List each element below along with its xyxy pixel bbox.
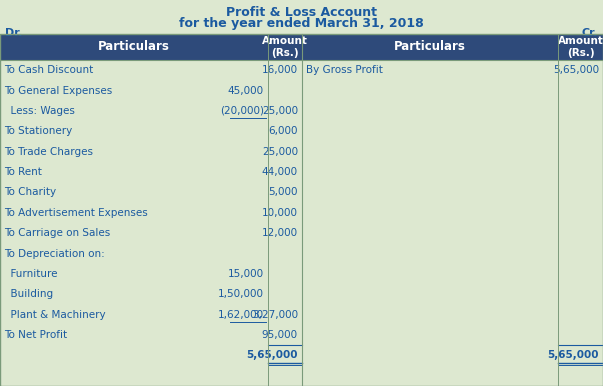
- Text: To Trade Charges: To Trade Charges: [4, 147, 93, 157]
- Text: To Net Profit: To Net Profit: [4, 330, 67, 340]
- Text: Building: Building: [4, 290, 53, 299]
- Text: To Rent: To Rent: [4, 167, 42, 177]
- Text: Cr.: Cr.: [582, 28, 598, 38]
- Text: Profit & Loss Account: Profit & Loss Account: [226, 6, 377, 19]
- Text: 95,000: 95,000: [262, 330, 298, 340]
- Text: To Cash Discount: To Cash Discount: [4, 65, 93, 75]
- Text: 6,000: 6,000: [268, 126, 298, 136]
- Text: 3,27,000: 3,27,000: [252, 310, 298, 320]
- Bar: [0, 34, 603, 60]
- Text: Particulars: Particulars: [394, 41, 466, 54]
- Text: 5,65,000: 5,65,000: [247, 350, 298, 361]
- Text: 16,000: 16,000: [262, 65, 298, 75]
- Text: 25,000: 25,000: [262, 147, 298, 157]
- Text: To General Expenses: To General Expenses: [4, 86, 112, 96]
- Text: By Gross Profit: By Gross Profit: [306, 65, 383, 75]
- Text: for the year ended March 31, 2018: for the year ended March 31, 2018: [179, 17, 424, 30]
- Text: Particulars: Particulars: [98, 41, 170, 54]
- Text: 5,65,000: 5,65,000: [548, 350, 599, 361]
- Text: To Advertisement Expenses: To Advertisement Expenses: [4, 208, 148, 218]
- Text: Less: Wages: Less: Wages: [4, 106, 75, 116]
- Text: To Depreciation on:: To Depreciation on:: [4, 249, 105, 259]
- Text: Furniture: Furniture: [4, 269, 57, 279]
- Text: 1,62,000: 1,62,000: [218, 310, 264, 320]
- Text: (20,000): (20,000): [220, 106, 264, 116]
- Text: 15,000: 15,000: [228, 269, 264, 279]
- Text: 25,000: 25,000: [262, 106, 298, 116]
- Text: To Carriage on Sales: To Carriage on Sales: [4, 228, 110, 238]
- Bar: [0, 60, 603, 386]
- Text: Dr.: Dr.: [5, 28, 22, 38]
- Text: 1,50,000: 1,50,000: [218, 290, 264, 299]
- Text: 44,000: 44,000: [262, 167, 298, 177]
- Text: Amount
(Rs.): Amount (Rs.): [262, 36, 308, 58]
- Text: Amount
(Rs.): Amount (Rs.): [558, 36, 603, 58]
- Text: Plant & Machinery: Plant & Machinery: [4, 310, 106, 320]
- Text: 45,000: 45,000: [228, 86, 264, 96]
- Text: 5,65,000: 5,65,000: [553, 65, 599, 75]
- Text: 12,000: 12,000: [262, 228, 298, 238]
- Text: 10,000: 10,000: [262, 208, 298, 218]
- Text: To Charity: To Charity: [4, 188, 56, 197]
- Text: To Stationery: To Stationery: [4, 126, 72, 136]
- Text: 5,000: 5,000: [268, 188, 298, 197]
